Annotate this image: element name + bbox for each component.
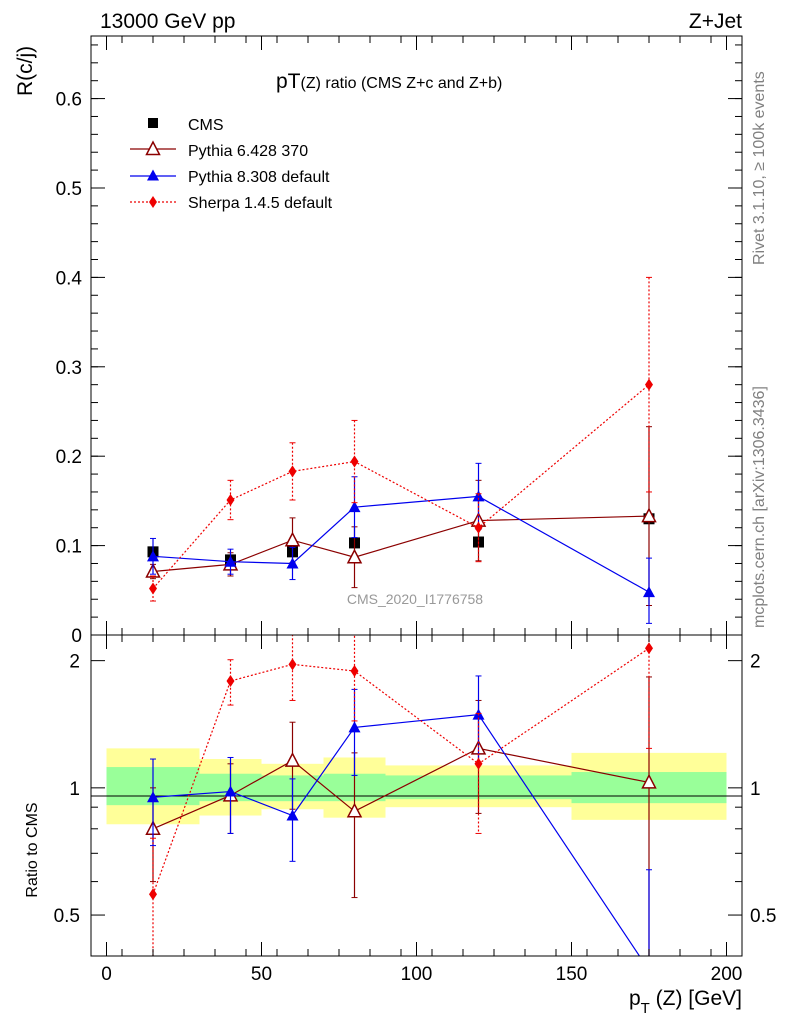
legend-label-pythia8: Pythia 8.308 default (188, 169, 330, 186)
x-axis-label-main: p (629, 987, 641, 1010)
x-tick-label: 150 (556, 964, 588, 985)
main-point-pythia6 (641, 507, 657, 523)
ratio-point-sherpa (226, 675, 235, 688)
ratio-point-sherpa (474, 757, 483, 770)
ratio-point-pythia6 (284, 751, 301, 767)
ratio-point-pythia8 (643, 964, 655, 975)
y-tick-label: 0 (71, 626, 82, 647)
main-line-pythia6 (152, 515, 650, 573)
main-line-sherpa (152, 384, 650, 589)
ratio-series-layer (145, 635, 657, 975)
header-right-label: Z+Jet (689, 10, 742, 33)
ratio-point-pythia8 (224, 785, 237, 797)
main-point-pythia8 (472, 490, 485, 502)
main-series-layer (145, 276, 657, 624)
ratio-point-pythia6 (346, 802, 363, 818)
analysis-watermark: CMS_2020_I1776758 (347, 591, 483, 607)
ratio-point-sherpa (350, 665, 359, 678)
plot-title-main: pT (276, 70, 301, 93)
ratio-line-pythia6 (152, 747, 650, 830)
main-point-sherpa (288, 465, 297, 478)
legend-label-cms: CMS (188, 117, 224, 134)
ratio-point-pythia8 (147, 791, 159, 803)
main-point-pythia8 (224, 555, 237, 567)
plot-title: pT(Z) ratio (CMS Z+c and Z+b) (276, 70, 502, 93)
header-left-label: 13000 GeV pp (100, 10, 235, 33)
plot-title-rest: ratio (CMS Z+c and Z+b) (321, 75, 502, 92)
legend-item-cms: CMS (148, 117, 224, 134)
main-point-sherpa (226, 494, 235, 507)
x-tick-label: 100 (401, 964, 433, 985)
rivet-version-label: Rivet 3.1.10, ≥ 100k events (751, 71, 768, 265)
ratio-line-sherpa (152, 647, 650, 895)
legend-label-pythia6: Pythia 6.428 370 (188, 143, 308, 160)
x-axis-label: pT (Z) [GeV] (629, 987, 742, 1017)
ratio-tick-label-right: 0.5 (750, 906, 776, 927)
ratio-tick-label-left: 1 (69, 779, 80, 800)
ratio-point-sherpa (288, 658, 297, 671)
mcplots-reference-label: mcplots.cern.ch [arXiv:1306.3436] (751, 386, 768, 628)
legend-label-sherpa: Sherpa 1.4.5 default (188, 195, 333, 212)
ratio-bands (106, 748, 727, 825)
ratio-point-sherpa (645, 642, 653, 655)
ratio-point-pythia6 (641, 773, 657, 789)
main-point-pythia6 (284, 531, 301, 547)
main-point-pythia8 (643, 586, 655, 598)
plot-title-sub: (Z) (301, 75, 321, 92)
legend-item-sherpa: Sherpa 1.4.5 default (130, 195, 333, 212)
main-point-sherpa (474, 521, 483, 534)
ratio-tick-label-left: 0.5 (54, 906, 80, 927)
ratio-tick-label-right: 1 (750, 779, 761, 800)
legend-marker-sherpa (149, 196, 157, 208)
legend-marker-cms (148, 118, 158, 128)
ratio-tick-label-right: 2 (750, 652, 761, 673)
legend-item-pythia8: Pythia 8.308 default (130, 169, 330, 186)
y-tick-label: 0.4 (56, 268, 83, 289)
x-tick-label: 200 (711, 964, 743, 985)
y-tick-label: 0.6 (56, 90, 82, 111)
legend-marker-pythia6 (145, 140, 161, 156)
x-tick-label: 50 (251, 964, 272, 985)
y-axis-label: R(c/j) (14, 46, 37, 96)
ratio-tick-label-left: 2 (69, 652, 80, 673)
ratio-line-pythia8 (152, 714, 641, 956)
main-point-sherpa (149, 582, 157, 595)
main-point-pythia8 (147, 550, 159, 562)
y-tick-label: 0.5 (56, 179, 82, 200)
x-axis-label-sub: T (641, 1000, 650, 1017)
legend-marker-pythia8 (147, 169, 159, 181)
main-point-pythia8 (286, 557, 299, 569)
y-tick-label: 0.3 (56, 358, 82, 379)
main-point-pythia6 (346, 548, 363, 564)
main-line-pythia8 (152, 495, 650, 593)
main-point-sherpa (645, 378, 653, 391)
ratio-y-axis-label: Ratio to CMS (24, 802, 41, 897)
main-point-sherpa (350, 455, 359, 468)
y-tick-label: 0.1 (56, 537, 82, 558)
axis-ticks: 0 50 100 150 200 0.1 0.2 0.3 0.4 0.5 0.6 0 0.5 0.5 1 1 2… (54, 36, 776, 985)
ratio-point-pythia8 (286, 809, 299, 821)
y-tick-label: 0.2 (56, 447, 82, 468)
main-point-pythia8 (348, 501, 361, 513)
legend: CMS Pythia 6.428 370 Pythia 8.308 defaul… (130, 117, 333, 212)
ratio-point-sherpa (149, 888, 157, 901)
legend-item-pythia6: Pythia 6.428 370 (130, 140, 308, 160)
ratio-point-pythia8 (348, 721, 361, 733)
x-tick-label: 0 (101, 964, 112, 985)
x-axis-label-rest: (Z) [GeV] (650, 987, 742, 1010)
